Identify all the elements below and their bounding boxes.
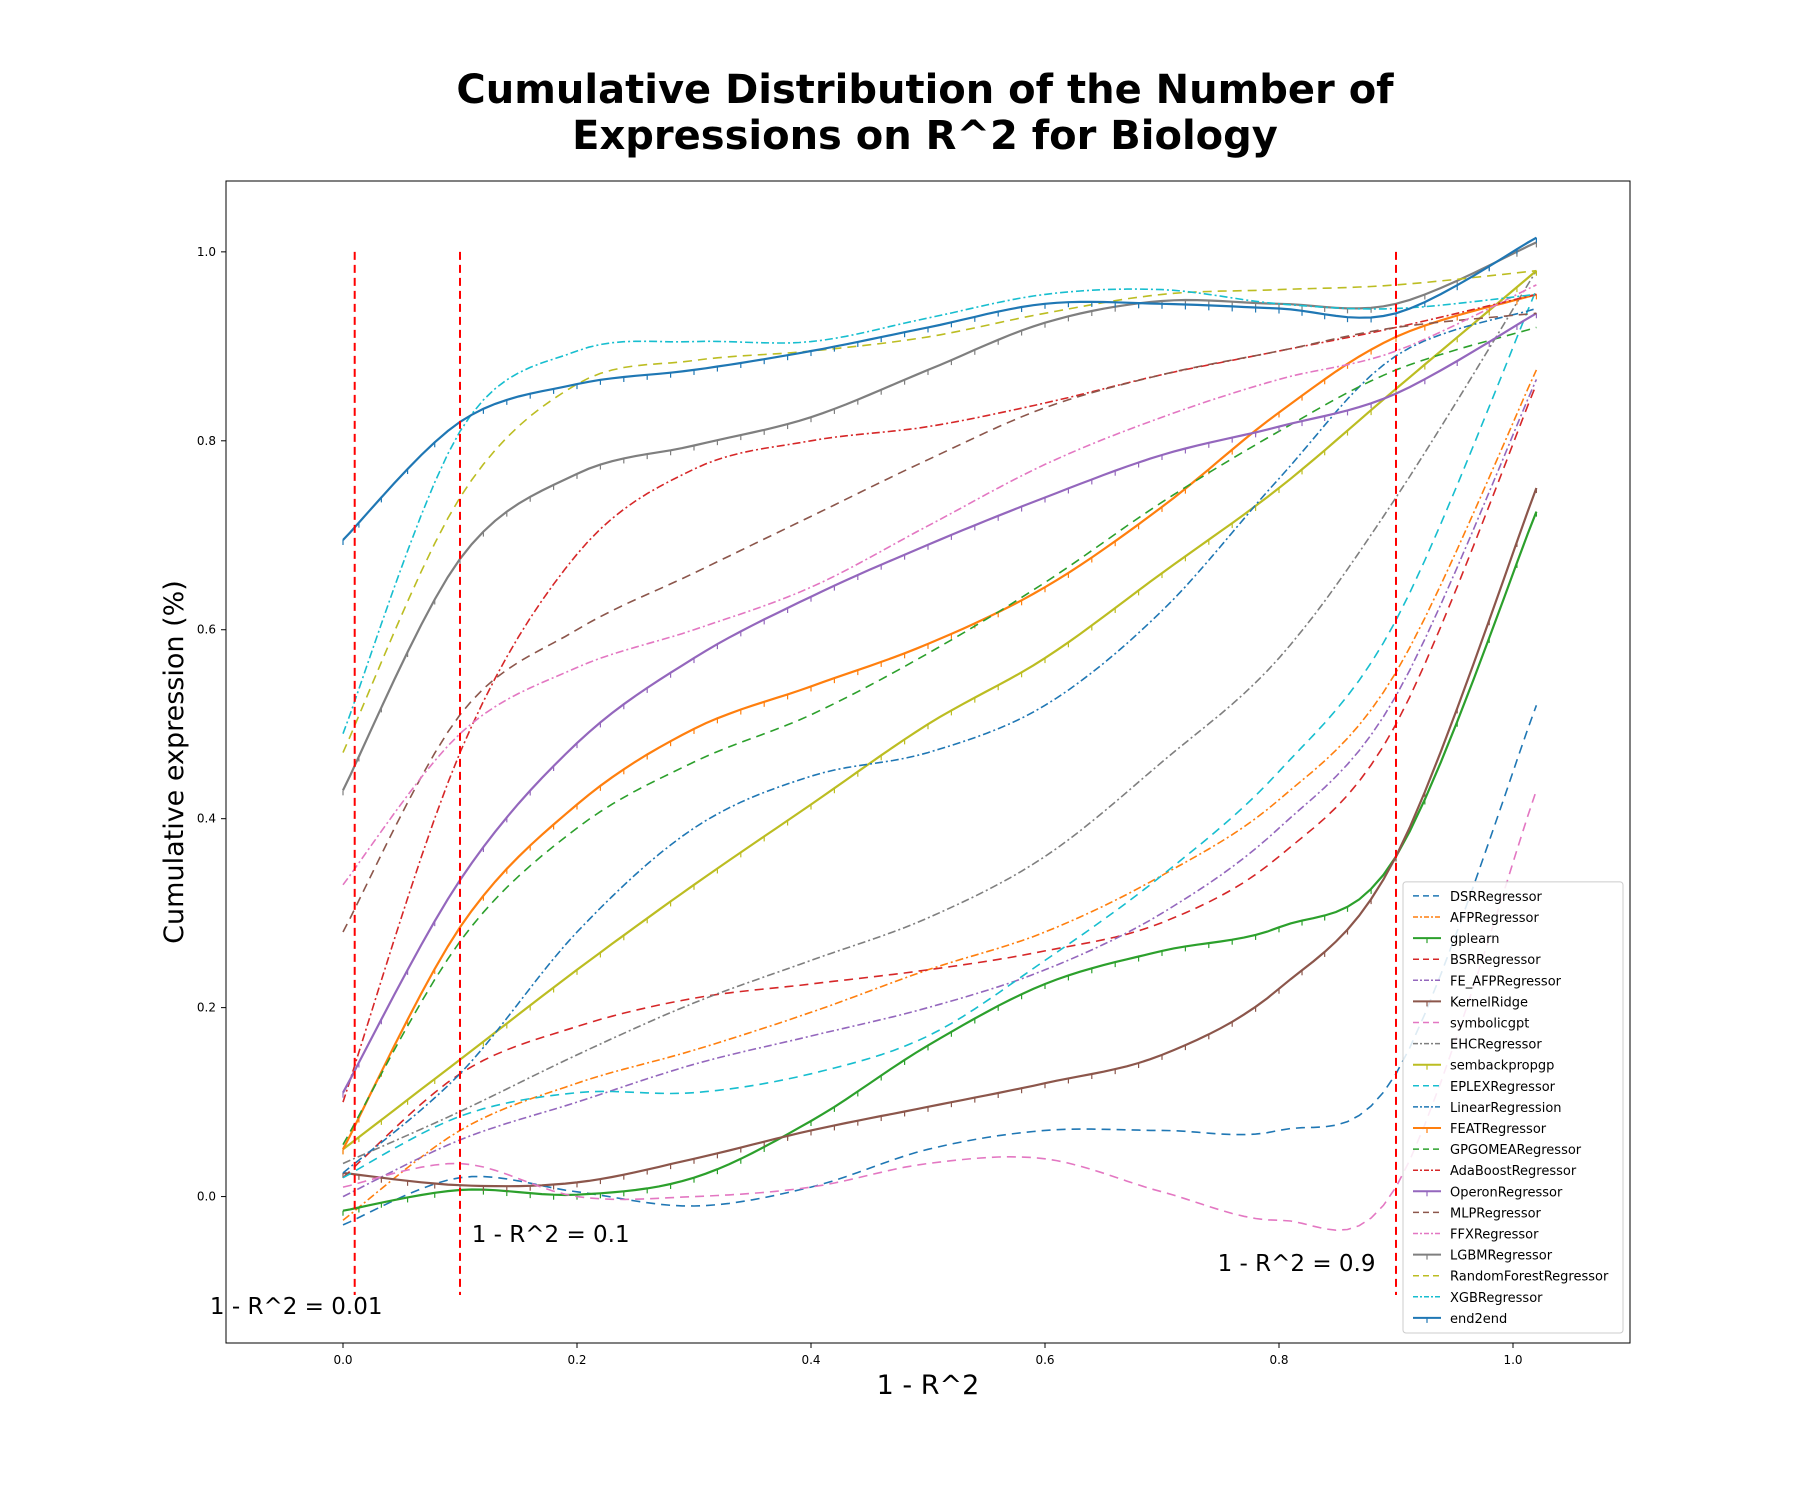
legend-label: GPGOMEARegressor (1450, 1143, 1582, 1158)
legend-item: BSRRegressor (1413, 953, 1541, 968)
legend-label: symbolicgpt (1450, 1017, 1529, 1032)
legend-label: FFXRegressor (1450, 1228, 1539, 1243)
series-line-afpregressor (342, 369, 1538, 1221)
chart-title-line-2: Expressions on R^2 for Biology (572, 113, 1278, 159)
legend-label: EHCRegressor (1450, 1038, 1542, 1053)
legend-item: gplearn (1413, 932, 1499, 947)
legend-box (1402, 881, 1624, 1334)
legend-label: DSRRegressor (1450, 890, 1543, 905)
series-line-symbolicgpt (342, 790, 1538, 1232)
x-tick-label: 0.0 (333, 1353, 352, 1367)
series-line-featregressor (342, 293, 1537, 1150)
y-tick-label: 0.0 (197, 1190, 216, 1204)
y-tick-label: 0.4 (197, 812, 216, 826)
legend-item: MLPRegressor (1413, 1206, 1542, 1221)
x-tick-label: 1.0 (1503, 1353, 1522, 1367)
legend-item: EPLEXRegressor (1413, 1080, 1556, 1095)
chart-title-line-1: Cumulative Distribution of the Number of (456, 67, 1394, 113)
legend-label: BSRRegressor (1450, 953, 1541, 968)
series-line-dsrregressor (342, 705, 1538, 1226)
axes-frame (225, 180, 1631, 1344)
series-line-xgbregressor (342, 288, 1537, 734)
legend-item: sembackpropgp (1413, 1059, 1554, 1074)
legend-item: LinearRegression (1413, 1101, 1562, 1116)
series-line-sembackpropgp (342, 269, 1538, 1151)
legend-item: DSRRegressor (1413, 890, 1543, 905)
y-tick-label: 0.8 (197, 434, 216, 448)
legend-item: end2end (1413, 1312, 1507, 1327)
legend-item: AdaBoostRegressor (1413, 1164, 1577, 1179)
series-markers-end2end (342, 237, 1538, 545)
series-line-ehcregressor (342, 270, 1538, 1165)
y-axis-label: Cumulative expression (%) (159, 580, 190, 944)
series-line-operonregressor (342, 312, 1537, 1094)
series-line-bsrregressor (342, 383, 1538, 1179)
x-tick-label: 0.2 (567, 1353, 586, 1367)
axis-ticks: 0.0 0.2 0.4 0.6 0.8 1.0 0.0 0.2 0.4 0.6 0.8 1.0 (197, 245, 1523, 1367)
legend-label: OperonRegressor (1450, 1185, 1563, 1200)
legend-label: MLPRegressor (1450, 1206, 1542, 1221)
legend-label: RandomForestRegressor (1450, 1270, 1609, 1285)
legend-item: XGBRegressor (1413, 1291, 1543, 1306)
legend-item: FE_AFPRegressor (1413, 974, 1562, 989)
threshold-annotation: 1 - R^2 = 0.1 (472, 1222, 630, 1248)
legend-label: AFPRegressor (1450, 911, 1539, 926)
series-markers-sembackpropgp (342, 270, 1538, 1155)
legend-item: symbolicgpt (1413, 1017, 1529, 1032)
threshold-annotation: 1 - R^2 = 0.9 (1218, 1251, 1376, 1277)
legend-label: XGBRegressor (1450, 1291, 1543, 1306)
series-line-fe-afpregressor (342, 379, 1538, 1198)
legend-label: LGBMRegressor (1450, 1249, 1553, 1264)
legend-label: FE_AFPRegressor (1450, 974, 1562, 989)
series-line-ffxregressor (342, 284, 1537, 886)
legend-item: LGBMRegressor (1413, 1249, 1553, 1264)
legend-label: AdaBoostRegressor (1450, 1164, 1577, 1179)
legend-label: end2end (1450, 1312, 1507, 1327)
y-tick-label: 0.6 (197, 623, 216, 637)
legend-label: FEATRegressor (1450, 1122, 1547, 1137)
x-tick-label: 0.4 (801, 1353, 820, 1367)
threshold-annotation: 1 - R^2 = 0.01 (210, 1294, 383, 1320)
series-line-end2end (342, 236, 1537, 541)
y-tick-label: 1.0 (197, 245, 216, 259)
legend-label: LinearRegression (1450, 1101, 1562, 1116)
series-markers-operonregressor (342, 313, 1538, 1098)
series-line-adaboostregressor (342, 293, 1537, 1103)
series-markers-kernelridge (342, 488, 1538, 1192)
legend-item: RandomForestRegressor (1413, 1270, 1609, 1285)
series-line-gplearn (342, 511, 1538, 1212)
legend-label: gplearn (1450, 932, 1499, 947)
legend-item: KernelRidge (1413, 995, 1528, 1010)
legend-item: FFXRegressor (1413, 1228, 1539, 1243)
legend-item: OperonRegressor (1413, 1185, 1563, 1200)
y-tick-label: 0.2 (197, 1001, 216, 1015)
legend-item: EHCRegressor (1413, 1038, 1542, 1053)
legend-label: EPLEXRegressor (1450, 1080, 1556, 1095)
series-line-mlpregressor (342, 312, 1537, 933)
legend: DSRRegressor AFPRegressor gplearn BSRRegres… (1402, 881, 1624, 1334)
plot-area: 1 - R^2 = 0.01 1 - R^2 = 0.1 1 - R^2 = 0.9 (210, 236, 1538, 1320)
series-line-eplexregressor (342, 289, 1538, 1179)
legend-label: KernelRidge (1450, 995, 1528, 1010)
series-line-randomforestregressor (342, 269, 1537, 753)
series-line-linearregression (342, 307, 1537, 1174)
x-tick-label: 0.6 (1035, 1353, 1054, 1367)
series-markers-gplearn (342, 511, 1538, 1216)
legend-label: sembackpropgp (1450, 1059, 1554, 1074)
x-axis-label: 1 - R^2 (877, 1370, 980, 1401)
legend-item: FEATRegressor (1413, 1122, 1547, 1137)
x-tick-label: 0.8 (1269, 1353, 1288, 1367)
series-line-gpgomearegressor (342, 326, 1537, 1145)
legend-item: GPGOMEARegressor (1413, 1143, 1582, 1158)
series-group (342, 236, 1538, 1232)
legend-item: AFPRegressor (1413, 911, 1539, 926)
